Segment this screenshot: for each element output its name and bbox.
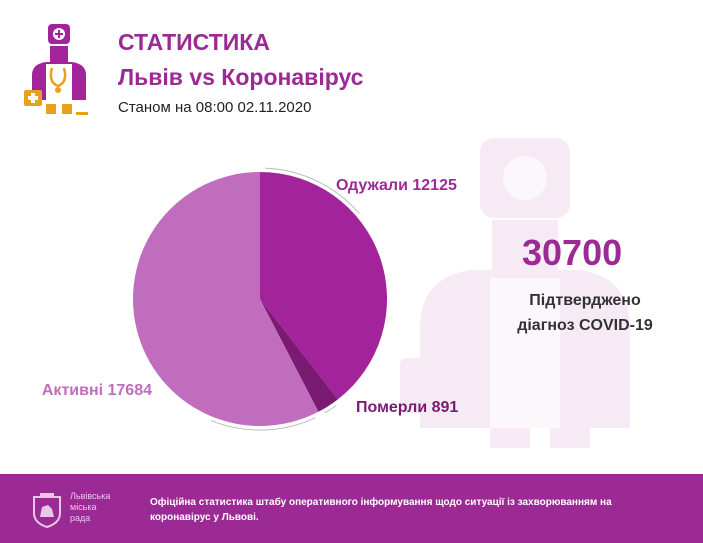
city-council-name: Львівська міська рада bbox=[70, 491, 111, 523]
page-subtitle: Львів vs Коронавірус bbox=[118, 64, 364, 90]
date-stamp: Станом на 08:00 02.11.2020 bbox=[118, 99, 312, 116]
city-council-logo-icon bbox=[33, 493, 61, 529]
pie-slice-deaths-leader bbox=[324, 405, 337, 414]
page-title: СТАТИСТИКА bbox=[118, 29, 270, 55]
pie-label-deaths: Померли 891 bbox=[356, 399, 458, 416]
pie-slice-recovered-leader bbox=[265, 167, 360, 214]
doctor-logo-icon bbox=[24, 24, 88, 115]
pie-slices bbox=[132, 172, 388, 426]
confirmed-count: 30700 bbox=[522, 232, 623, 273]
pie-slice-recovered bbox=[260, 172, 388, 400]
pie-slice-deaths bbox=[260, 299, 338, 412]
pie-label-active: Активні 17684 bbox=[42, 382, 152, 399]
doctor-watermark-icon bbox=[400, 138, 630, 448]
pie-leader-lines bbox=[210, 167, 360, 431]
confirmed-caption: Підтверджено діагноз COVID-19 bbox=[517, 292, 653, 334]
footer-text: Офіційна статистика штабу оперативного і… bbox=[150, 497, 612, 523]
footer-bar: Львівська міська рада Офіційна статистик… bbox=[0, 474, 703, 543]
pie-slice-active-leader bbox=[210, 417, 316, 431]
pie-slice-active bbox=[132, 172, 319, 426]
pie-label-recovered: Одужали 12125 bbox=[336, 177, 457, 194]
pie-chart: Одужали 12125 Померли 891 Активні 17684 bbox=[42, 167, 458, 431]
